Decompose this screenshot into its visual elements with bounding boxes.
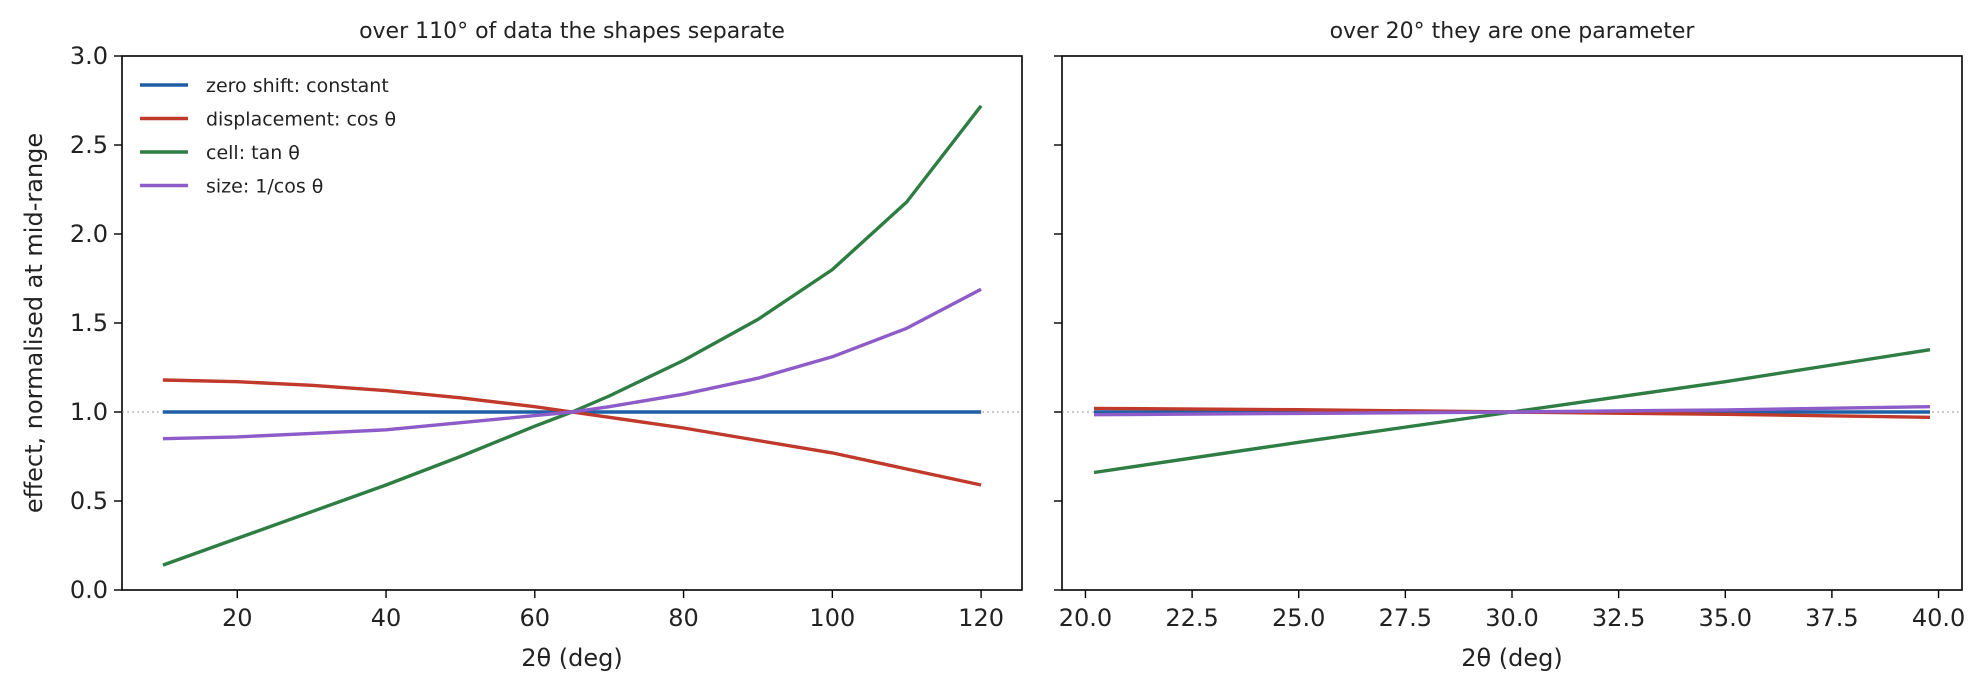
x-tick-label: 22.5: [1165, 604, 1218, 632]
legend-label: displacement: cos θ: [206, 109, 396, 131]
x-tick-label: 20.0: [1059, 604, 1112, 632]
x-axis-label: 2θ (deg): [1461, 644, 1563, 672]
legend: zero shift: constant displacement: cos θ c…: [140, 75, 396, 198]
right-chart-panel: 20.0 22.5 25.0 27.5 30.0 32.5 35.0 37.5 40.0 over…: [1054, 19, 1965, 672]
plot-frame: [1061, 55, 1963, 591]
legend-label: zero shift: constant: [206, 75, 389, 97]
x-tick-label: 100: [809, 604, 855, 632]
left-chart-panel: 20 40 60 80 100 120 0.0 0.5 1.0 1.5 2.0 2.5 3.0 over …: [20, 19, 1023, 672]
x-tick-label: 35.0: [1699, 604, 1752, 632]
legend-label: cell: tan θ: [206, 142, 300, 164]
y-tick-label: 0.0: [70, 576, 108, 604]
x-axis-label: 2θ (deg): [521, 644, 623, 672]
series-line-displacement-cos: [162, 378, 982, 487]
series-line-size-1-cos: [1093, 405, 1931, 417]
y-axis-label: effect, normalised at mid-range: [20, 133, 48, 513]
y-tick-label: 1.5: [70, 309, 108, 337]
x-tick-label: 25.0: [1272, 604, 1325, 632]
y-tick-label: 2.0: [70, 220, 108, 248]
y-tick-label: 3.0: [70, 42, 108, 70]
x-tick-label: 37.5: [1805, 604, 1858, 632]
legend-label: size: 1/cos θ: [206, 176, 323, 198]
x-tick-label: 60: [520, 604, 551, 632]
y-tick-label: 2.5: [70, 131, 108, 159]
chart-title: over 110° of data the shapes separate: [359, 19, 785, 44]
x-tick-label: 27.5: [1379, 604, 1432, 632]
x-tick-label: 20: [222, 604, 253, 632]
x-tick-label: 30.0: [1485, 604, 1538, 632]
x-tick-label: 40: [371, 604, 402, 632]
chart-title: over 20° they are one parameter: [1330, 19, 1696, 44]
x-tick-label: 32.5: [1592, 604, 1645, 632]
y-tick-label: 0.5: [70, 487, 108, 515]
plot-frame: [121, 55, 1023, 591]
x-tick-label: 120: [958, 604, 1004, 632]
x-tick-label: 80: [668, 604, 699, 632]
x-tick-label: 40.0: [1912, 604, 1965, 632]
series-line-size-1-cos: [162, 287, 982, 441]
y-tick-label: 1.0: [70, 398, 108, 426]
